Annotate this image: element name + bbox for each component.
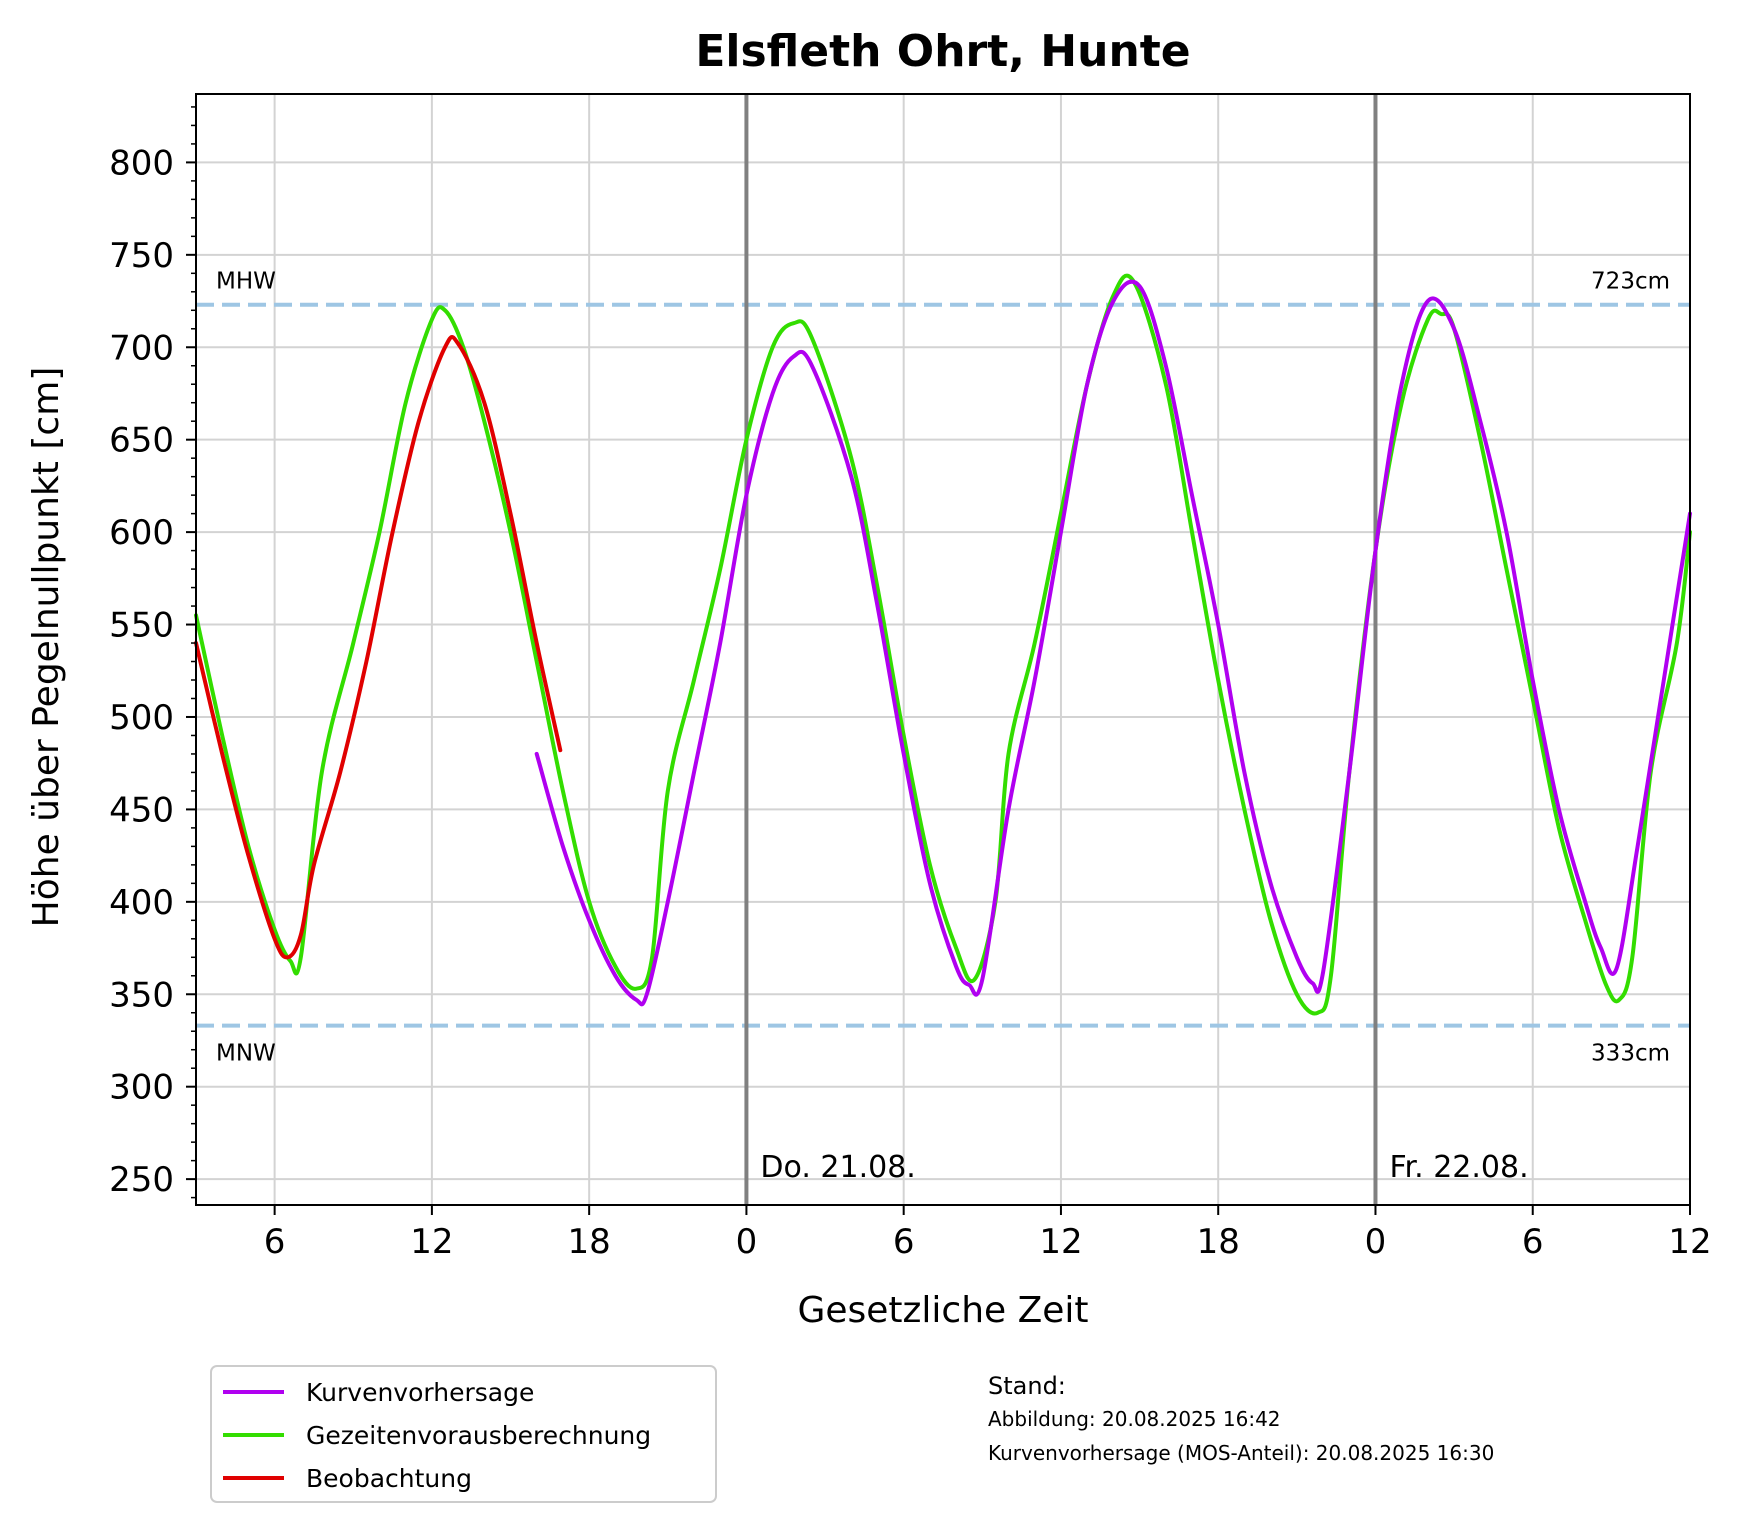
- reference-name-mnw: MNW: [216, 1041, 276, 1067]
- y-tick-label: 400: [109, 883, 174, 923]
- x-tick-label: 0: [736, 1222, 758, 1262]
- x-tick-label: 18: [568, 1222, 611, 1262]
- reference-name-mhw: MHW: [216, 269, 276, 295]
- x-axis-label: Gesetzliche Zeit: [797, 1290, 1088, 1331]
- legend-box: [210, 1365, 717, 1503]
- x-tick-label: 12: [1668, 1222, 1711, 1262]
- x-tick-label: 12: [1039, 1222, 1082, 1262]
- y-tick-label: 700: [109, 328, 174, 368]
- x-tick-label: 0: [1365, 1222, 1387, 1262]
- day-marker-label: Fr. 22.08.: [1389, 1150, 1528, 1185]
- y-tick-label: 450: [109, 790, 174, 830]
- stand-figure-time: Abbildung: 20.08.2025 16:42: [988, 1407, 1281, 1431]
- x-tick-label: 6: [264, 1222, 286, 1262]
- y-axis-ticks: 250 300 350 400 450 500 550 600 650 700 750 800: [109, 106, 196, 1200]
- series-line-beobachtung: [194, 335, 563, 960]
- y-tick-label: 250: [109, 1160, 174, 1200]
- legend: Kurvenvorhersage Gezeitenvorausberechnung…: [210, 1365, 717, 1503]
- x-tick-label: 12: [410, 1222, 453, 1262]
- stand-heading: Stand:: [988, 1372, 1066, 1400]
- series-lines: [194, 273, 1692, 1016]
- y-tick-label: 600: [109, 513, 174, 553]
- series-line-kurvenvorhersage: [534, 279, 1692, 1007]
- y-tick-label: 550: [109, 606, 174, 646]
- reference-value-mnw: 333cm: [1591, 1041, 1670, 1067]
- chart-title: Elsfleth Ohrt, Hunte: [695, 26, 1190, 77]
- legend-label: Beobachtung: [306, 1464, 472, 1493]
- y-tick-label: 750: [109, 236, 174, 276]
- grid: [196, 94, 1691, 1205]
- plot-frame: [195, 93, 1691, 1206]
- y-tick-label: 300: [109, 1068, 174, 1108]
- y-tick-label: 350: [109, 975, 174, 1015]
- stand-forecast-time: Kurvenvorhersage (MOS-Anteil): 20.08.202…: [988, 1441, 1494, 1465]
- reference-value-mhw: 723cm: [1591, 269, 1670, 295]
- x-tick-label: 6: [893, 1222, 915, 1262]
- day-marker-label: Do. 21.08.: [760, 1150, 915, 1185]
- legend-label: Kurvenvorhersage: [306, 1378, 534, 1407]
- y-tick-label: 500: [109, 698, 174, 738]
- x-axis-ticks: 6 12 18 0 6 12 18 0 6 12: [264, 1205, 1712, 1262]
- stand-info: Stand: Abbildung: 20.08.2025 16:42 Kurve…: [988, 1372, 1494, 1465]
- y-tick-label: 800: [109, 143, 174, 183]
- legend-label: Gezeitenvorausberechnung: [306, 1421, 651, 1450]
- y-tick-label: 650: [109, 421, 174, 461]
- reference-lines: MHW 723cm MNW 333cm: [196, 269, 1690, 1067]
- x-tick-label: 6: [1522, 1222, 1544, 1262]
- y-axis-label: Höhe über Pegelnullpunkt [cm]: [26, 367, 67, 928]
- day-markers: Do. 21.08. Fr. 22.08.: [744, 94, 1529, 1205]
- x-tick-label: 18: [1197, 1222, 1240, 1262]
